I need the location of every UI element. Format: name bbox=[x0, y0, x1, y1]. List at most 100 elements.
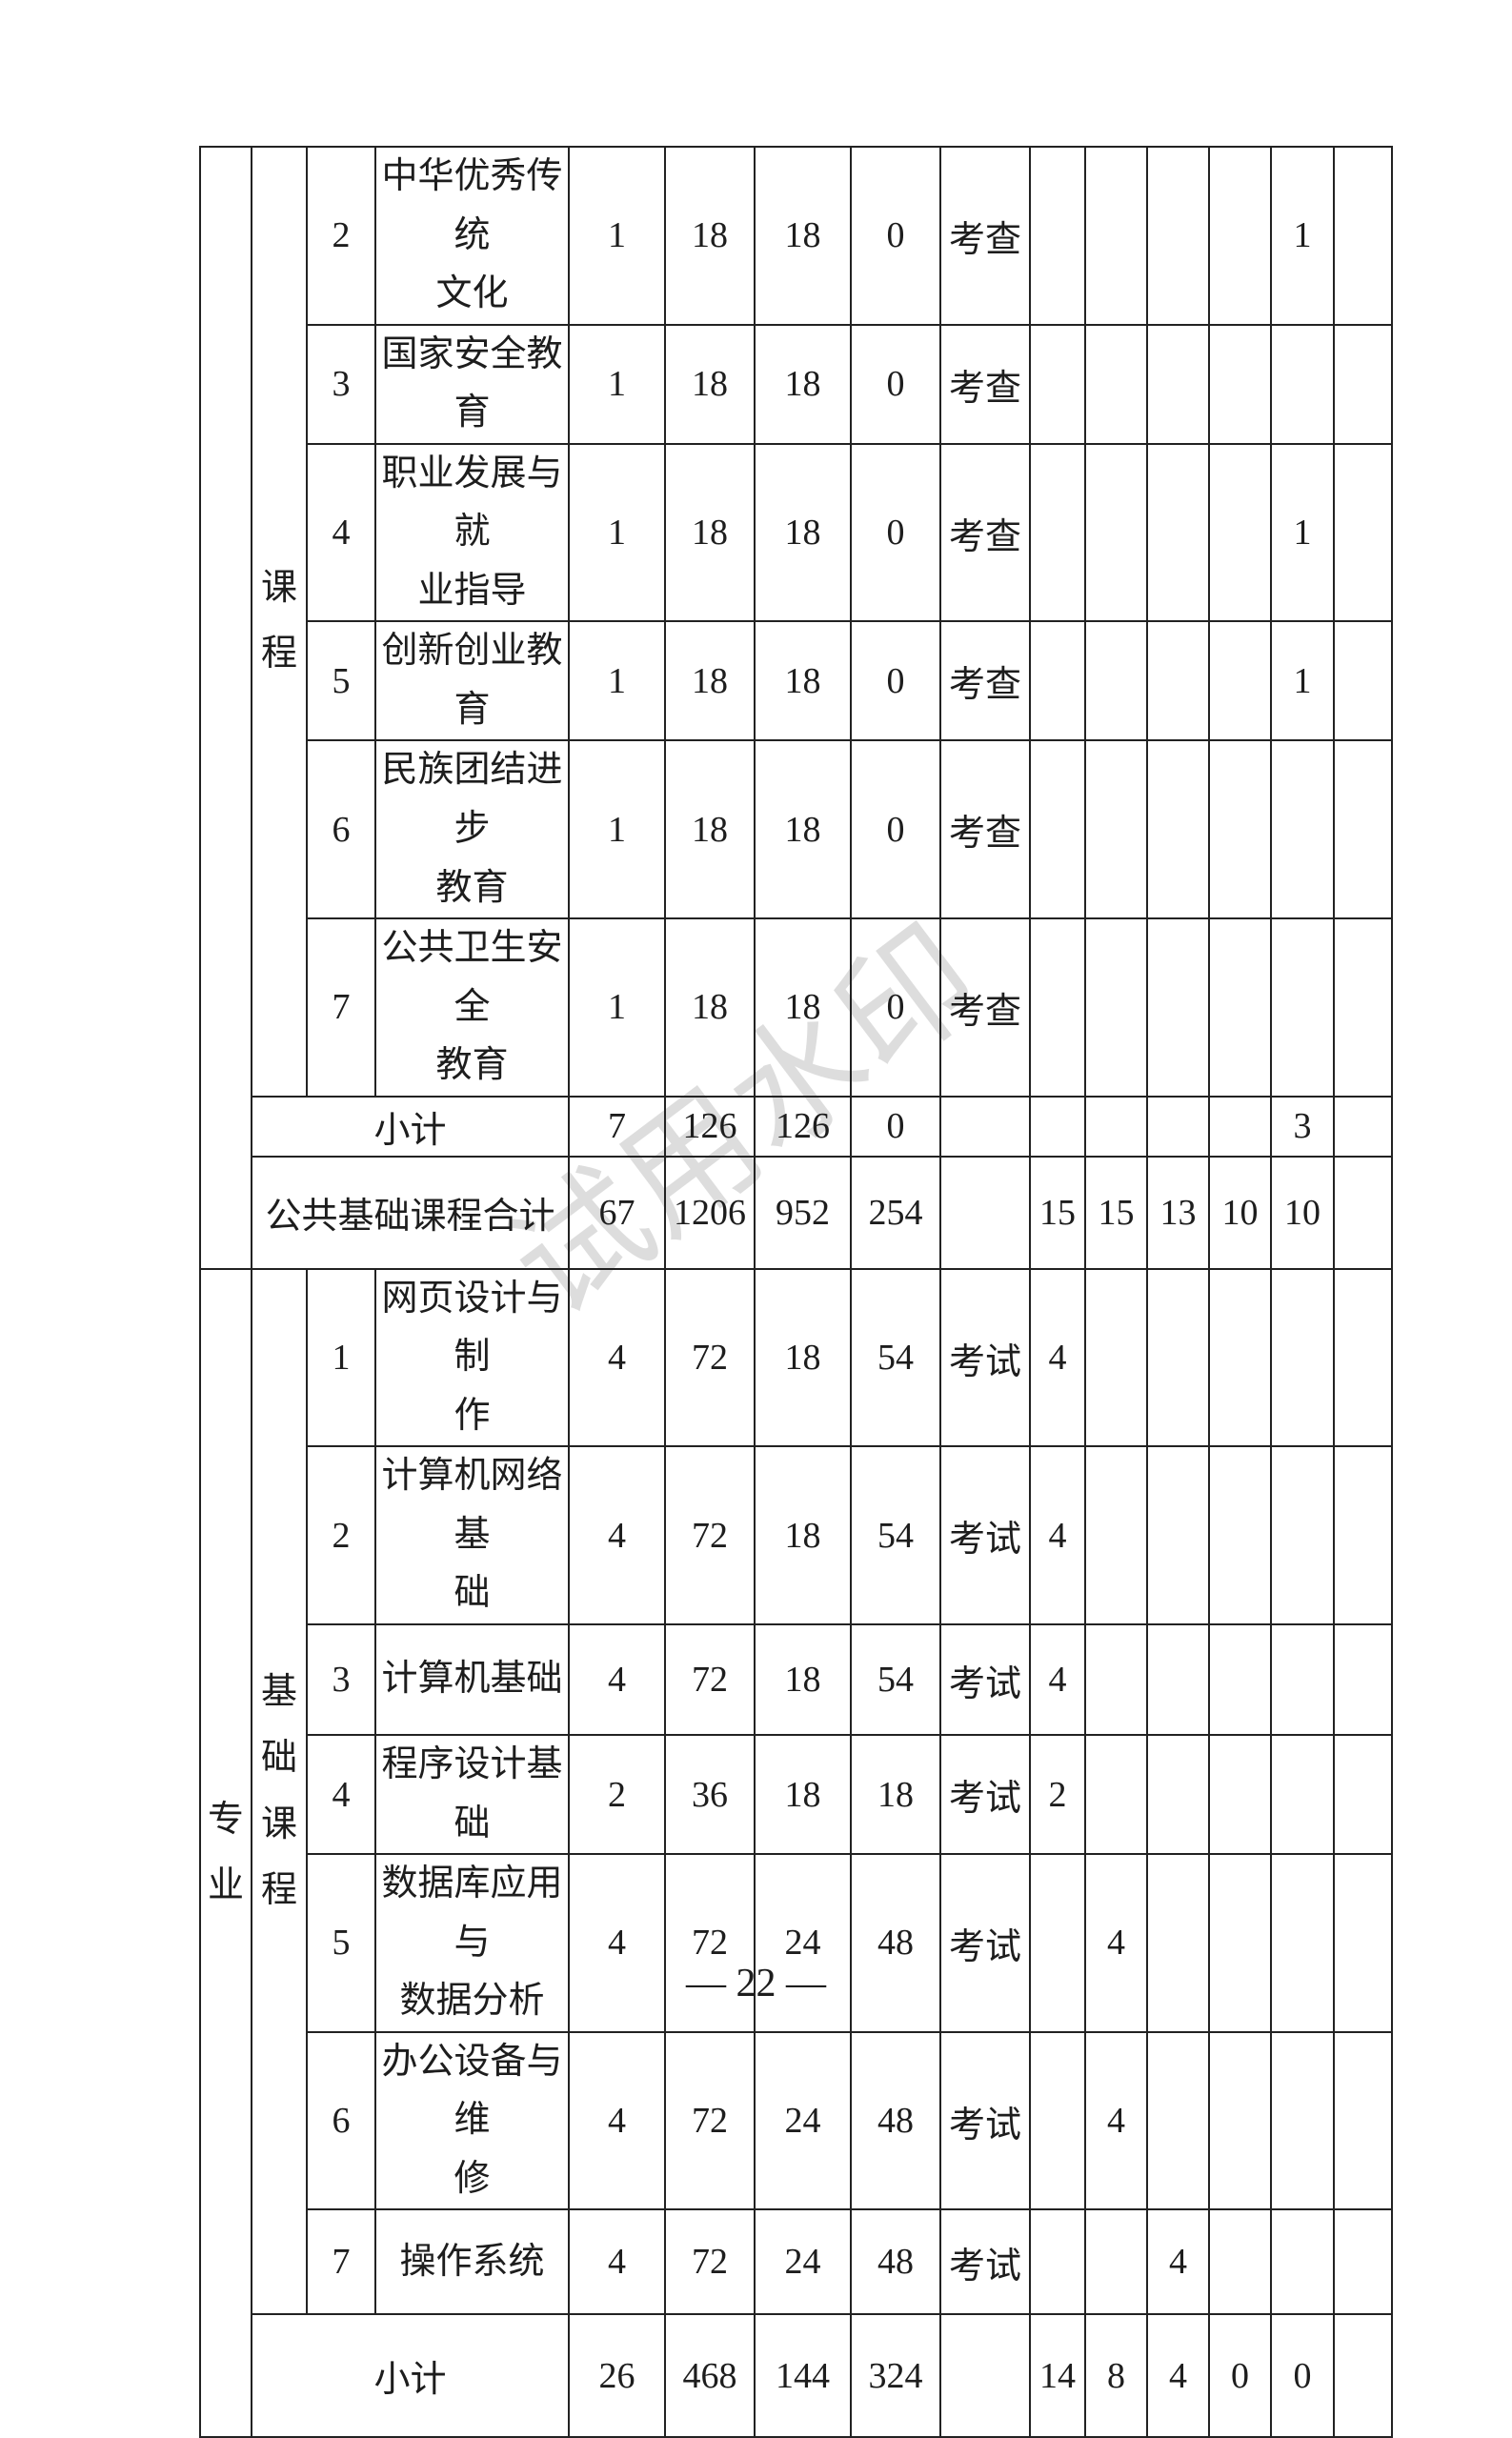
sem4-cell bbox=[1208, 1623, 1272, 1737]
practice-hours-cell: 254 bbox=[850, 1155, 941, 1270]
course-name-cell: 操作系统 bbox=[374, 2208, 570, 2316]
sem5-cell bbox=[1270, 1853, 1335, 2033]
sem3-cell bbox=[1146, 739, 1210, 920]
table-row: 3 计算机基础 4 72 18 54 考试 4 bbox=[200, 1623, 1393, 1737]
sem4-cell bbox=[1208, 1095, 1272, 1158]
theory-hours-cell: 24 bbox=[754, 2030, 852, 2211]
remark-cell bbox=[1333, 1445, 1393, 1626]
practice-hours-cell: 324 bbox=[850, 2313, 941, 2438]
total-hours-cell: 18 bbox=[664, 917, 756, 1098]
table-row: 3 国家安全教育 1 18 18 0 考查 bbox=[200, 323, 1393, 445]
exam-type-cell: 考查 bbox=[939, 442, 1031, 623]
table-row: 5 数据库应用与 数据分析 4 72 24 48 考试 4 bbox=[200, 1853, 1393, 2033]
total-hours-cell: 18 bbox=[664, 620, 756, 742]
table-row: 课 程 2 中华优秀传统 文化 1 18 18 0 考查 1 bbox=[199, 146, 1393, 1270]
sem3-cell bbox=[1146, 2030, 1210, 2211]
practice-hours-cell: 54 bbox=[850, 1445, 941, 1626]
sem5-cell bbox=[1270, 2030, 1335, 2211]
practice-hours-cell: 48 bbox=[850, 2208, 941, 2316]
exam-type-cell: 考查 bbox=[939, 917, 1031, 1098]
exam-type-cell bbox=[939, 1095, 1031, 1158]
credit-cell: 4 bbox=[568, 1267, 666, 1448]
credit-cell: 4 bbox=[568, 2208, 666, 2316]
row-number-cell: 2 bbox=[306, 1445, 376, 1626]
remark-cell bbox=[1333, 2030, 1393, 2211]
practice-hours-cell: 0 bbox=[850, 1095, 941, 1158]
sem5-cell: 0 bbox=[1270, 2313, 1335, 2438]
sem4-cell bbox=[1208, 2030, 1272, 2211]
sem4-cell bbox=[1208, 1734, 1272, 1856]
exam-type-cell: 考试 bbox=[939, 1734, 1031, 1856]
sem2-cell bbox=[1084, 442, 1148, 623]
course-name-cell: 职业发展与就 业指导 bbox=[374, 442, 570, 623]
practice-hours-cell: 48 bbox=[850, 1853, 941, 2033]
group-label-cell: 基 础 课 程 bbox=[251, 1267, 308, 2316]
credit-cell: 4 bbox=[568, 2030, 666, 2211]
theory-hours-cell: 18 bbox=[754, 1623, 852, 1737]
row-number-cell: 2 bbox=[306, 146, 376, 326]
table-row: 6 民族团结进步 教育 1 18 18 0 考查 bbox=[200, 739, 1393, 920]
sem4-cell bbox=[1208, 442, 1272, 623]
theory-hours-cell: 18 bbox=[754, 739, 852, 920]
row-number-cell: 4 bbox=[306, 442, 376, 623]
total-hours-cell: 36 bbox=[664, 1734, 756, 1856]
practice-hours-cell: 54 bbox=[850, 1267, 941, 1448]
sem2-cell bbox=[1084, 1734, 1148, 1856]
sem4-cell bbox=[1208, 1267, 1272, 1448]
remark-cell bbox=[1333, 1155, 1393, 1270]
remark-cell bbox=[1333, 739, 1393, 920]
subtotal-label-cell: 小计 bbox=[251, 2313, 570, 2438]
sem2-cell bbox=[1084, 739, 1148, 920]
remark-cell bbox=[1333, 2313, 1393, 2438]
sem4-cell bbox=[1208, 739, 1272, 920]
sem2-cell bbox=[1084, 1095, 1148, 1158]
sem1-cell: 4 bbox=[1029, 1445, 1086, 1626]
theory-hours-cell: 24 bbox=[754, 1853, 852, 2033]
exam-type-cell: 考查 bbox=[939, 739, 1031, 920]
sem1-cell bbox=[1029, 2208, 1086, 2316]
theory-hours-cell: 18 bbox=[754, 620, 852, 742]
credit-cell: 4 bbox=[568, 1623, 666, 1737]
remark-cell bbox=[1333, 442, 1393, 623]
row-number-cell: 7 bbox=[306, 2208, 376, 2316]
practice-hours-cell: 18 bbox=[850, 1734, 941, 1856]
sem1-cell: 4 bbox=[1029, 1267, 1086, 1448]
sem2-cell bbox=[1084, 323, 1148, 445]
subtotal-row: 小计 7 126 126 0 3 bbox=[200, 1095, 1393, 1158]
theory-hours-cell: 18 bbox=[754, 1734, 852, 1856]
exam-type-cell: 考试 bbox=[939, 2030, 1031, 2211]
table-row: 4 程序设计基础 2 36 18 18 考试 2 bbox=[200, 1734, 1393, 1856]
exam-type-cell bbox=[939, 1155, 1031, 1270]
theory-hours-cell: 18 bbox=[754, 1445, 852, 1626]
sem5-cell: 3 bbox=[1270, 1095, 1335, 1158]
sem1-cell bbox=[1029, 323, 1086, 445]
theory-hours-cell: 24 bbox=[754, 2208, 852, 2316]
credit-cell: 7 bbox=[568, 1095, 666, 1158]
sem5-cell bbox=[1270, 2208, 1335, 2316]
row-number-cell: 5 bbox=[306, 620, 376, 742]
sem1-cell: 14 bbox=[1029, 2313, 1086, 2438]
sem5-cell: 1 bbox=[1270, 146, 1335, 326]
total-hours-cell: 72 bbox=[664, 1267, 756, 1448]
sem4-cell: 10 bbox=[1208, 1155, 1272, 1270]
practice-hours-cell: 0 bbox=[850, 917, 941, 1098]
row-number-cell: 3 bbox=[306, 1623, 376, 1737]
credit-cell: 1 bbox=[568, 323, 666, 445]
credit-cell: 1 bbox=[568, 739, 666, 920]
practice-hours-cell: 54 bbox=[850, 1623, 941, 1737]
theory-hours-cell: 18 bbox=[754, 1267, 852, 1448]
practice-hours-cell: 0 bbox=[850, 739, 941, 920]
table-row: 6 办公设备与维 修 4 72 24 48 考试 4 bbox=[200, 2030, 1393, 2211]
row-number-cell: 5 bbox=[306, 1853, 376, 2033]
course-name-cell: 网页设计与制 作 bbox=[374, 1267, 570, 1448]
credit-cell: 26 bbox=[568, 2313, 666, 2438]
sem4-cell bbox=[1208, 1853, 1272, 2033]
page-number: — 22 — bbox=[686, 1962, 826, 2005]
group-outer-cell: 专 业 bbox=[199, 1267, 252, 2438]
credit-cell: 4 bbox=[568, 1853, 666, 2033]
subtotal-row: 小计 26 468 144 324 14 8 4 0 0 bbox=[200, 2313, 1393, 2438]
table-row: 4 职业发展与就 业指导 1 18 18 0 考查 1 bbox=[200, 442, 1393, 623]
sem4-cell: 0 bbox=[1208, 2313, 1272, 2438]
course-name-cell: 办公设备与维 修 bbox=[374, 2030, 570, 2211]
total-hours-cell: 72 bbox=[664, 2030, 756, 2211]
